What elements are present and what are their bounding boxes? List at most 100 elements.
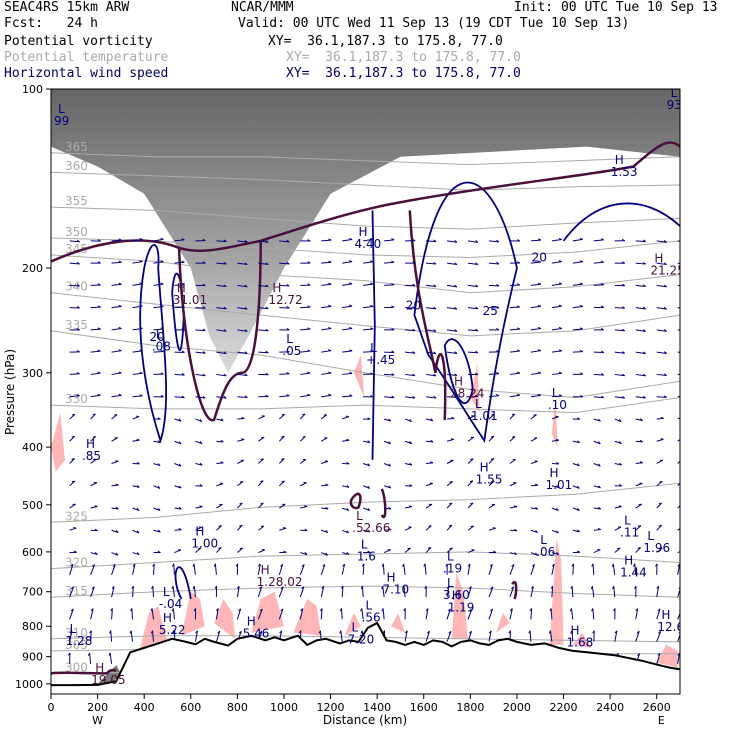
wind-vector: [258, 262, 269, 266]
wind-vector-head: [535, 552, 538, 556]
wind-vector-head: [577, 529, 580, 533]
wind-vector-head: [367, 529, 371, 533]
wind-vector: [384, 261, 395, 264]
wind-vector: [132, 395, 143, 398]
wind-vector: [424, 563, 427, 575]
wind-vector: [130, 630, 134, 642]
wind-vector-head: [491, 480, 495, 483]
wind-vector-head: [449, 547, 453, 550]
wind-vector-head: [475, 328, 479, 332]
wind-vector-head: [570, 630, 573, 634]
wind-vector-head: [639, 461, 643, 464]
wind-vector-head: [577, 485, 580, 489]
wind-vector: [551, 395, 562, 398]
wind-vector-head: [621, 283, 626, 287]
y-tick-label: 300: [22, 367, 43, 380]
wind-vector-head: [496, 283, 500, 287]
wind-vector: [69, 435, 75, 442]
wind-vector: [614, 440, 622, 445]
wind-vector: [677, 505, 680, 509]
wind-vector-head: [430, 418, 434, 422]
wind-vector: [467, 608, 473, 620]
model-title: SEAC4RS 15km ARW: [4, 0, 130, 15]
hl-marker: H: [261, 563, 270, 577]
wind-vector-head: [340, 585, 344, 589]
wind-vector-head: [109, 630, 112, 634]
wind-vector-head: [349, 237, 353, 240]
wind-vector-head: [199, 419, 203, 422]
wind-vector-head: [160, 237, 164, 240]
wind-vector: [279, 527, 287, 531]
wind-vector-head: [660, 416, 664, 419]
wind-vector-head: [556, 461, 560, 465]
wind-vector-head: [370, 327, 374, 330]
wind-vector: [278, 608, 284, 620]
wind-vector: [237, 459, 244, 464]
pv-fill-15: [551, 397, 558, 448]
wind-vector-head: [496, 239, 500, 243]
wind-vector: [384, 284, 395, 286]
wind-vector: [216, 440, 224, 443]
hl-value: 1.96: [643, 541, 670, 555]
wind-vector: [530, 564, 535, 575]
wind-vector: [216, 262, 227, 265]
pv-fill-14: [353, 354, 365, 398]
wind-vector: [299, 458, 307, 464]
wind-vector-head: [181, 260, 185, 263]
wind-vector: [614, 329, 625, 332]
wind-vector: [237, 373, 248, 377]
wind-vector: [384, 529, 392, 531]
hl-value: 25: [483, 304, 498, 318]
wind-vector: [363, 283, 374, 286]
wind-vector: [426, 284, 437, 287]
wind-vector-head: [115, 506, 119, 510]
hl-value: 1.00: [191, 537, 218, 551]
wind-vector-head: [571, 563, 574, 567]
wind-vector: [321, 394, 332, 398]
wind-vector-head: [160, 372, 164, 375]
wind-vector: [572, 261, 583, 264]
wind-vector-head: [349, 326, 353, 329]
wind-vector: [321, 350, 332, 353]
wind-vector-head: [412, 283, 416, 287]
wind-vector: [172, 608, 175, 620]
wind-vector-head: [598, 485, 601, 489]
wind-contour-4: [562, 202, 680, 242]
wind-vector: [237, 262, 248, 266]
wind-vector-head: [178, 485, 182, 489]
wind-vector: [342, 485, 350, 488]
wind-vector-head: [388, 463, 391, 467]
wind-vector-head: [548, 630, 551, 634]
wind-vector-head: [199, 441, 203, 444]
wind-vector-head: [349, 282, 353, 285]
wind-vector: [656, 481, 663, 487]
wind-vector: [551, 439, 559, 442]
wind-vector-head: [157, 463, 161, 467]
wind-vector: [635, 631, 640, 642]
wind-vector-head: [259, 586, 262, 590]
wind-vector-head: [298, 630, 302, 634]
wind-vector-head: [427, 547, 432, 549]
theta-label-360: 360: [65, 159, 88, 173]
wind-vector: [656, 351, 667, 354]
wind-vector: [342, 529, 349, 534]
wind-vector: [90, 372, 101, 375]
wind-vector-head: [307, 261, 311, 264]
wind-vector-head: [342, 563, 345, 567]
wind-vector: [279, 262, 290, 265]
hl-value: 1.55: [476, 472, 503, 486]
wind-vector: [656, 417, 664, 420]
east-label: E: [658, 714, 665, 727]
wind-vector-head: [475, 372, 479, 376]
wind-vector: [111, 529, 119, 533]
wind-vector: [321, 460, 329, 464]
wind-vector-head: [318, 630, 321, 634]
wind-vector-head: [516, 327, 521, 330]
hl-value: .52.66: [352, 521, 390, 535]
hl-marker: L: [447, 576, 454, 590]
hl-marker: H: [95, 661, 104, 675]
wind-vector: [509, 552, 517, 556]
wind-vector-head: [281, 480, 285, 483]
wind-vector-head: [172, 630, 176, 634]
hl-marker: H: [452, 588, 461, 602]
